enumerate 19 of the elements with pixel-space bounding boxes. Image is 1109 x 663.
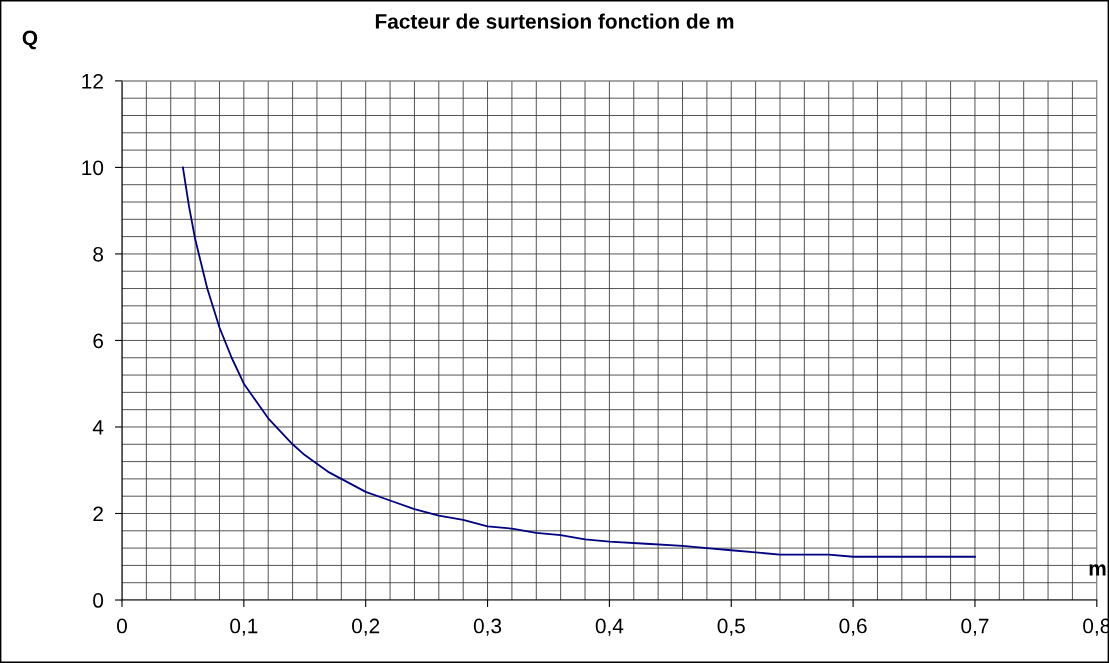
y-tick-label: 10: [82, 160, 104, 176]
x-tick-label: 0,4: [595, 618, 624, 636]
x-tick-label: 0,1: [230, 618, 258, 636]
x-tick-label: 0,7: [961, 618, 989, 636]
y-tick-label: 12: [82, 73, 103, 89]
x-tick-label: 0: [117, 618, 127, 634]
y-tick-label: 0: [93, 593, 104, 608]
y-tick-label: 2: [93, 506, 103, 522]
y-tick-label: 8: [93, 246, 104, 262]
chart-title: Facteur de surtension fonction de m: [375, 13, 734, 29]
x-tick-label: 0,6: [839, 618, 867, 636]
x-axis-title: m: [1089, 564, 1106, 576]
y-axis-title: Q: [22, 30, 38, 50]
y-tick-label: 6: [93, 333, 104, 349]
x-tick-label: 0,2: [352, 618, 380, 636]
line-series: [182, 166, 976, 558]
x-tick-label: 0,5: [717, 618, 745, 636]
x-tick-label: 0,3: [473, 618, 502, 636]
y-tick-label: 4: [92, 420, 104, 435]
